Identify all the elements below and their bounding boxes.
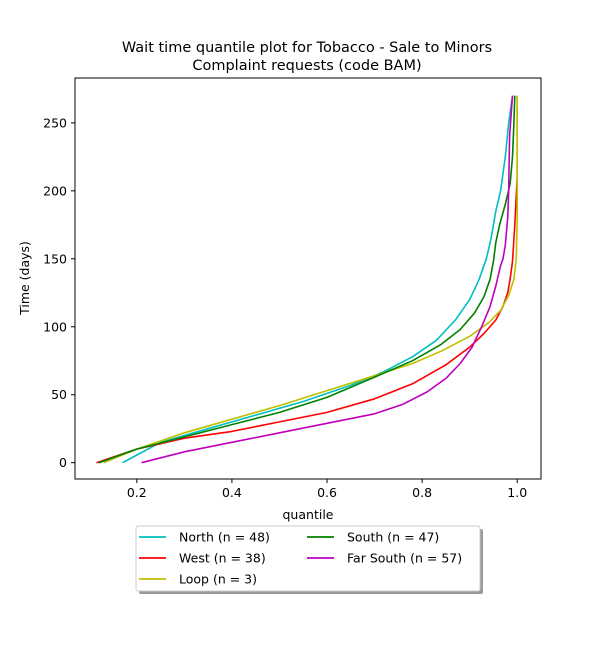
y-axis-ticks: 0 50 100 150 200 250 (43, 115, 75, 470)
x-tick-label: 0.2 (127, 485, 147, 500)
legend-label-3: South (n = 47) (347, 530, 439, 545)
plot-frame (74, 77, 542, 480)
y-axis-label: Time (days) (17, 241, 32, 316)
y-tick-label: 150 (43, 251, 67, 266)
x-axis-label: quantile (283, 507, 334, 522)
y-tick-label: 0 (59, 455, 67, 470)
x-tick-label: 0.4 (222, 485, 242, 500)
series-line-1 (96, 95, 518, 464)
plot-lines (96, 95, 518, 464)
x-tick-label: 1.0 (507, 485, 527, 500)
y-tick-label: 100 (43, 319, 67, 334)
series-line-4 (141, 95, 514, 464)
x-axis-ticks: 0.2 0.4 0.6 0.8 1.0 (127, 479, 527, 500)
x-tick-label: 0.8 (412, 485, 432, 500)
series-line-0 (122, 95, 514, 464)
y-tick-label: 50 (51, 387, 67, 402)
y-tick-label: 250 (43, 115, 67, 130)
series-line-2 (103, 95, 518, 464)
chart-title-line1: Wait time quantile plot for Tobacco - Sa… (122, 40, 492, 56)
legend-items: North (n = 48) West (n = 38) Loop (n = 3) S… (139, 530, 462, 587)
legend-label-1: West (n = 38) (179, 551, 266, 566)
x-tick-label: 0.6 (317, 485, 337, 500)
legend-label-2: Loop (n = 3) (179, 572, 257, 587)
legend-label-0: North (n = 48) (179, 530, 270, 545)
series-line-3 (98, 95, 516, 464)
y-tick-label: 200 (43, 183, 67, 198)
legend: North (n = 48) West (n = 38) Loop (n = 3) S… (135, 525, 483, 594)
chart-title-line2: Complaint requests (code BAM) (192, 58, 421, 74)
legend-label-4: Far South (n = 57) (347, 551, 462, 566)
